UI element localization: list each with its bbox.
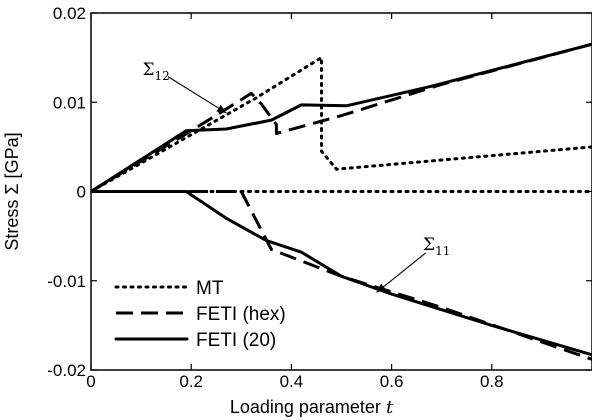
annotation-11: Σ11: [376, 235, 450, 293]
legend-label: MT: [196, 278, 224, 299]
y-tick-label: 0.01: [53, 93, 86, 112]
series-line-feti-hex-11: [91, 190, 592, 361]
x-tick-label: 0.8: [480, 372, 504, 391]
series-line-mt-12: [91, 56, 592, 193]
series-feti-20: [91, 42, 592, 357]
x-tick-label: 0: [86, 372, 95, 391]
y-tick-label: -0.01: [47, 272, 86, 291]
y-tick-label: 0.02: [53, 4, 86, 23]
legend-item-feti-20: FETI (20): [114, 330, 276, 351]
legend-label: FETI (20): [196, 330, 276, 351]
legend-label: FETI (hex): [196, 304, 286, 325]
annotation-arrow-head: [216, 104, 227, 113]
annotation-arrow-shaft: [167, 76, 227, 114]
annotation-label: Σ12: [142, 60, 169, 83]
x-axis-label: Loading parameter t: [230, 397, 394, 418]
legend-item-mt: MT: [114, 278, 224, 299]
legend: MT FETI (hex) FETI (20): [114, 278, 286, 351]
annotation-layer: Σ12 Σ11: [142, 60, 450, 293]
y-tick-label: -0.02: [47, 361, 86, 380]
x-tick-label: 0.4: [280, 372, 304, 391]
series-layer: [91, 42, 592, 361]
series-line-feti-20-11: [91, 190, 592, 357]
y-axis-label: Stress Σ [GPa]: [2, 132, 22, 250]
legend-item-feti-hex: FETI (hex): [116, 304, 286, 325]
annotation-arrow-shaft: [376, 252, 427, 293]
series-feti-hex: [91, 42, 592, 361]
y-tick-label: 0: [77, 183, 86, 202]
tick-layer: 0 0.2 0.4 0.6 0.8 -0.02 -0.01 0 0.01 0.02: [47, 4, 592, 391]
x-tick-label: 0.6: [380, 372, 404, 391]
series-line-feti-20-12: [91, 42, 592, 193]
annotation-arrow-head: [376, 283, 387, 293]
series-line-feti-hex-12: [91, 42, 592, 193]
x-tick-label: 0.2: [179, 372, 203, 391]
annotation-label: Σ11: [423, 235, 450, 258]
annotation-12: Σ12: [142, 60, 227, 114]
